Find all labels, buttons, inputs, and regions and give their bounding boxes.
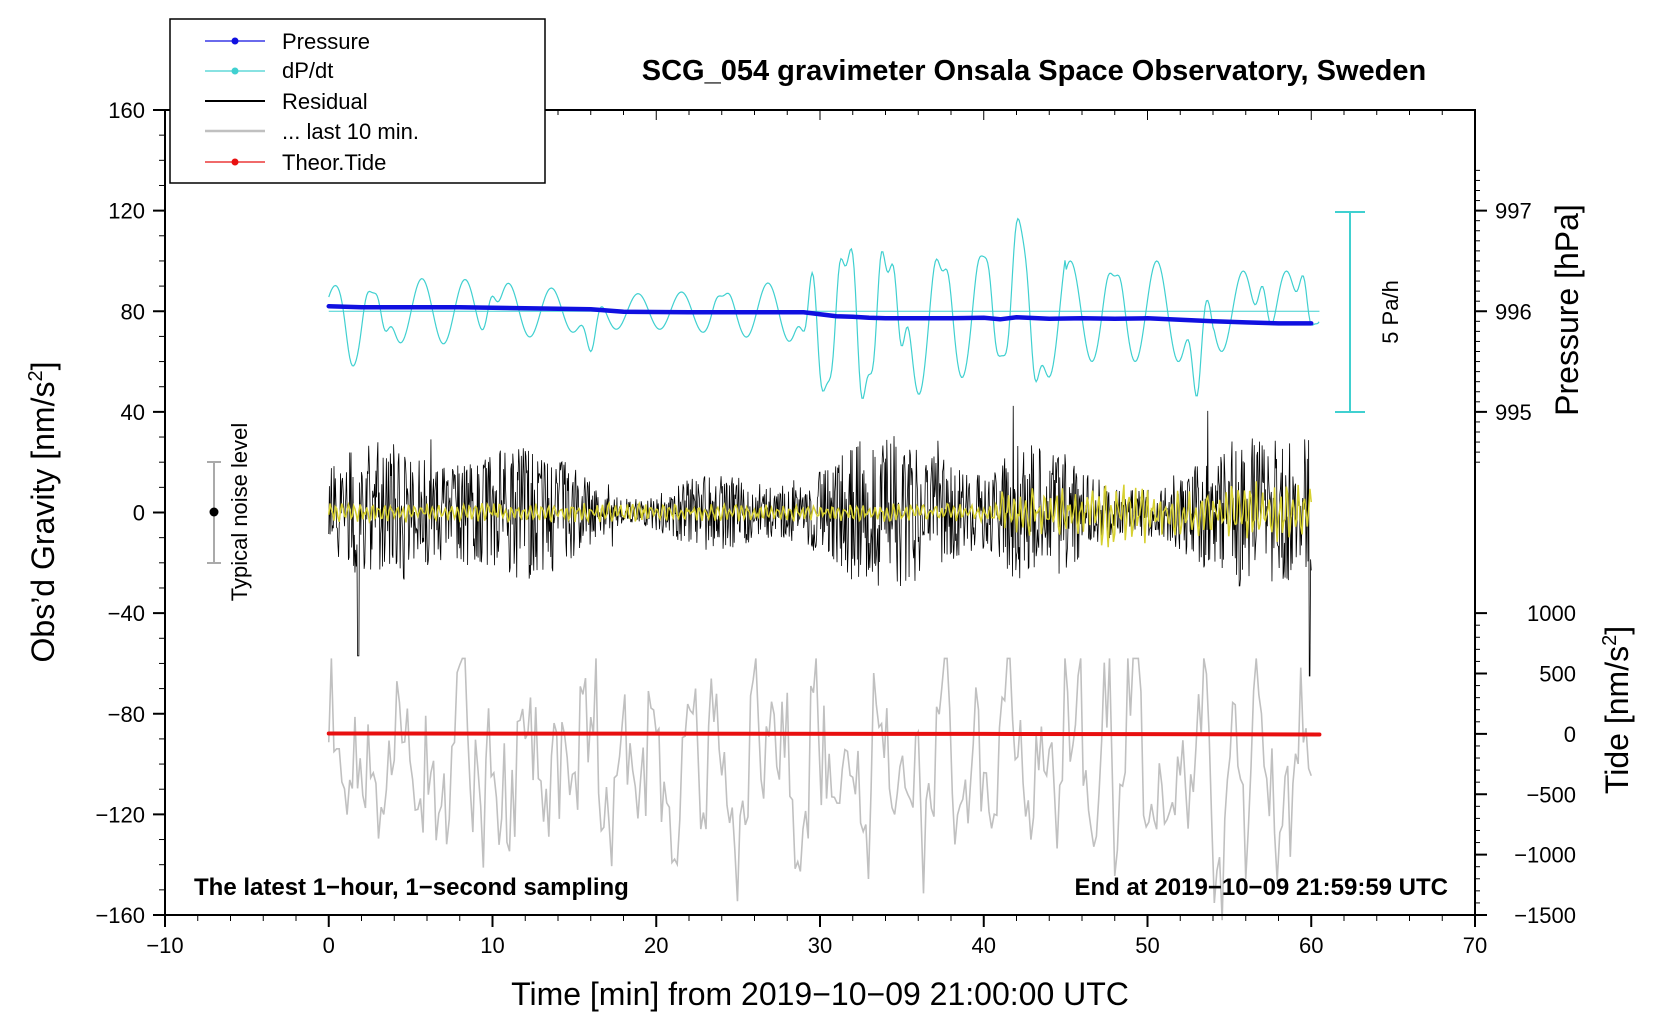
legend-dot-pressure [231, 37, 239, 45]
y-axis-title: Obs’d Gravity [nm/s2] [25, 362, 61, 663]
pressure-tick-label: 997 [1495, 199, 1532, 224]
tide-axis-title: Tide [nm/s2] [1599, 626, 1635, 794]
legend-label-pressure: Pressure [282, 29, 370, 54]
noise-level-dot [209, 507, 219, 517]
legend-label-theor-tide: Theor.Tide [282, 150, 386, 175]
tide-tick-label: 1000 [1527, 601, 1576, 626]
y-tick-label: 40 [121, 400, 145, 425]
tide-tick-label: −1500 [1514, 903, 1576, 928]
legend-label-dpdt: dP/dt [282, 58, 333, 83]
y-tick-label: −160 [95, 903, 145, 928]
y-tick-label: 0 [133, 501, 145, 526]
dpdt-series [328, 217, 1320, 399]
x-tick-label: −10 [146, 933, 183, 958]
sampling-note: The latest 1−hour, 1−second sampling [194, 874, 629, 901]
axes: −10 0 10 20 30 40 50 60 70 160 120 80 40 0 −40 −80 −120 −… [95, 98, 1576, 958]
y-tick-label: −40 [108, 601, 145, 626]
x-tick-label: 70 [1463, 933, 1487, 958]
pressure-series [326, 303, 1314, 326]
y-axis-title-sup: 2 [25, 370, 47, 381]
legend-label-residual: Residual [282, 89, 368, 114]
y-tick-label: 80 [121, 299, 145, 324]
noise-level-label: Typical noise level [227, 423, 252, 602]
y-tick-label: 120 [108, 199, 145, 224]
tide-axis-title-sup: 2 [1599, 635, 1621, 646]
theoretical-tide-series [326, 731, 1322, 737]
tide-tick-label: 0 [1564, 722, 1576, 747]
tide-axis-title-end: ] [1599, 626, 1635, 635]
end-time-note: End at 2019−10−09 21:59:59 UTC [1074, 874, 1448, 901]
pressure-rate-scale-bar: 5 Pa/h [1335, 211, 1403, 413]
legend-label-last-10-min: ... last 10 min. [282, 119, 419, 144]
plot-series [326, 217, 1322, 921]
x-tick-label: 10 [480, 933, 504, 958]
x-tick-label: 30 [808, 933, 832, 958]
x-axis-title: Time [min] from 2019−10−09 21:00:00 UTC [511, 976, 1129, 1012]
x-tick-label: 0 [323, 933, 335, 958]
y-axis-title-main: Obs’d Gravity [nm/s [25, 382, 61, 663]
x-tick-label: 40 [972, 933, 996, 958]
legend-box [169, 18, 546, 184]
tide-tick-label: −500 [1526, 782, 1576, 807]
rate-scale-label: 5 Pa/h [1378, 280, 1403, 344]
x-tick-label: 50 [1135, 933, 1159, 958]
x-tick-label: 60 [1299, 933, 1323, 958]
tide-tick-label: −1000 [1514, 843, 1576, 868]
pressure-tick-label: 995 [1495, 400, 1532, 425]
chart-title: SCG_054 gravimeter Onsala Space Observat… [642, 55, 1426, 87]
pressure-tick-label: 996 [1495, 299, 1532, 324]
y-axis-title-end: ] [25, 362, 61, 371]
y-tick-label: 160 [108, 98, 145, 123]
noise-level-indicator: Typical noise level [207, 423, 252, 602]
tide-tick-label: 500 [1539, 662, 1576, 687]
legend: Pressure dP/dt Residual ... last 10 min.… [169, 18, 546, 184]
y-tick-label: −80 [108, 702, 145, 727]
residual-series [328, 405, 1312, 677]
last-10-min-series [327, 657, 1313, 921]
legend-dot-dpdt [231, 67, 239, 75]
x-tick-label: 20 [644, 933, 668, 958]
y-tick-label: −120 [95, 802, 145, 827]
residual-smoothed-series [328, 481, 1312, 548]
legend-dot-theor-tide [231, 158, 239, 166]
pressure-axis-title: Pressure [hPa] [1549, 204, 1585, 416]
tide-axis-title-main: Tide [nm/s [1599, 646, 1635, 794]
